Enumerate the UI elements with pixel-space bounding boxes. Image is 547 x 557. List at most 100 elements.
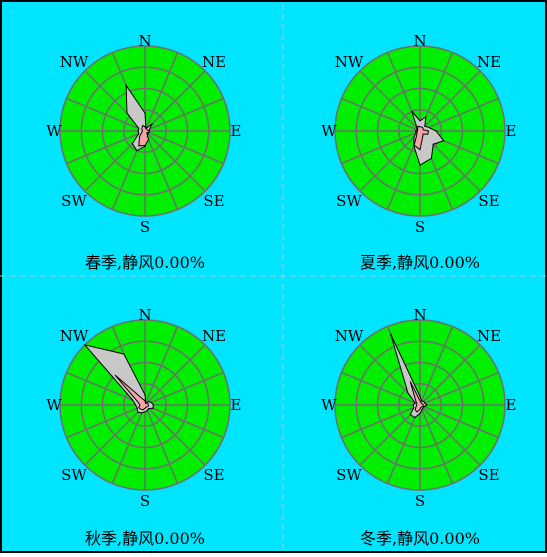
rose-spoke: [419, 326, 454, 406]
panel-caption: 夏季,静风0.00%: [360, 253, 480, 272]
rose-spoke: [341, 130, 421, 165]
direction-label-n: N: [413, 306, 426, 324]
frequency-point: [426, 404, 428, 406]
rose-spoke: [341, 97, 421, 132]
direction-label-e: E: [506, 122, 517, 140]
direction-label-n: N: [138, 32, 151, 50]
frequency-point: [152, 404, 155, 406]
rose-spoke: [144, 404, 179, 484]
frequency-point: [419, 120, 421, 122]
wind-rose-panel: N NE E SE S SW W NW 夏季,静风0.00%: [321, 32, 516, 272]
rose-spoke: [66, 404, 146, 439]
direction-label-e: E: [231, 396, 242, 414]
direction-label-n: N: [138, 306, 151, 324]
rose-spoke: [66, 97, 146, 132]
direction-label-nw: NW: [60, 327, 89, 345]
rose-spoke: [419, 344, 481, 406]
frequency-point: [123, 353, 125, 355]
frequency-point: [435, 130, 437, 132]
rose-spoke: [144, 70, 206, 132]
rose-spoke: [144, 97, 224, 132]
direction-label-ne: NE: [477, 53, 501, 71]
rose-spoke: [111, 404, 146, 484]
direction-label-nw: NW: [335, 327, 364, 345]
frequency-point: [415, 132, 417, 134]
frequency-point: [407, 392, 409, 394]
frequency-point: [414, 402, 416, 404]
direction-label-sw: SW: [336, 192, 362, 210]
panel-caption: 冬季,静风0.00%: [360, 529, 480, 548]
frequency-point: [416, 129, 418, 131]
direction-label-e: E: [231, 122, 242, 140]
frequency-point: [423, 400, 425, 402]
frequency-point: [419, 164, 421, 166]
frequency-point: [424, 125, 426, 127]
frequency-point: [144, 145, 146, 147]
rose-spoke: [144, 130, 224, 165]
frequency-point: [413, 145, 415, 147]
rose-spoke: [419, 404, 499, 439]
rose-spoke: [144, 404, 206, 466]
direction-label-s: S: [415, 218, 425, 236]
frequency-point: [416, 127, 418, 129]
direction-label-ne: NE: [202, 53, 226, 71]
frequency-point: [144, 411, 146, 413]
speed-polygon: [413, 125, 430, 151]
speed-polygon: [114, 374, 149, 411]
speed-polygon: [138, 124, 150, 147]
frequency-point: [423, 406, 425, 408]
frequency-point: [148, 408, 150, 410]
direction-label-se: SE: [478, 192, 499, 210]
direction-label-w: W: [46, 122, 62, 140]
direction-label-s: S: [140, 492, 150, 510]
frequency-point: [148, 400, 150, 402]
frequency-point: [150, 401, 152, 403]
frequency-point: [149, 128, 151, 130]
panel-caption: 秋季,静风0.00%: [85, 529, 205, 548]
frequency-point: [146, 409, 148, 412]
rose-spoke: [144, 130, 206, 192]
rose-spoke: [419, 404, 481, 466]
direction-label-e: E: [506, 396, 517, 414]
frequency-point: [421, 409, 423, 411]
rose-spoke: [359, 70, 421, 132]
frequency-point: [442, 140, 445, 142]
direction-label-ne: NE: [477, 327, 501, 345]
frequency-point: [147, 131, 149, 133]
direction-label-sw: SW: [61, 466, 87, 484]
wind-rose-panel: N NE E SE S SW W NW 冬季,静风0.00%: [321, 306, 516, 548]
direction-label-w: W: [46, 396, 62, 414]
frequency-point: [415, 130, 417, 132]
direction-label-s: S: [415, 492, 425, 510]
frequency-point: [425, 116, 427, 118]
frequency-point: [84, 344, 86, 346]
frequency-point: [413, 407, 415, 409]
direction-label-nw: NW: [60, 53, 89, 71]
direction-label-se: SE: [478, 466, 499, 484]
frequency-point: [126, 112, 128, 114]
direction-label-s: S: [140, 218, 150, 236]
frequency-point: [409, 414, 411, 416]
rose-spoke: [419, 371, 499, 406]
frequency-point: [137, 411, 139, 413]
frequency-point: [414, 416, 416, 419]
frequency-point: [152, 407, 154, 409]
rose-spoke: [419, 404, 454, 484]
frequency-point: [147, 133, 149, 135]
direction-label-n: N: [413, 32, 426, 50]
frequency-point: [144, 394, 146, 396]
wind-rose-panel: N NE E SE S SW W NW 春季,静风0.00%: [46, 32, 241, 272]
direction-label-ne: NE: [202, 327, 226, 345]
frequency-point: [419, 412, 421, 415]
direction-label-sw: SW: [336, 466, 362, 484]
rose-spoke: [419, 97, 499, 132]
frequency-point: [146, 135, 148, 138]
frequency-point: [428, 126, 430, 129]
frequency-point: [138, 133, 140, 135]
speed-polygon: [409, 381, 424, 413]
frequency-point: [430, 157, 432, 160]
frequency-point: [424, 402, 426, 404]
frequency-point: [125, 84, 127, 87]
direction-label-w: W: [321, 396, 337, 414]
